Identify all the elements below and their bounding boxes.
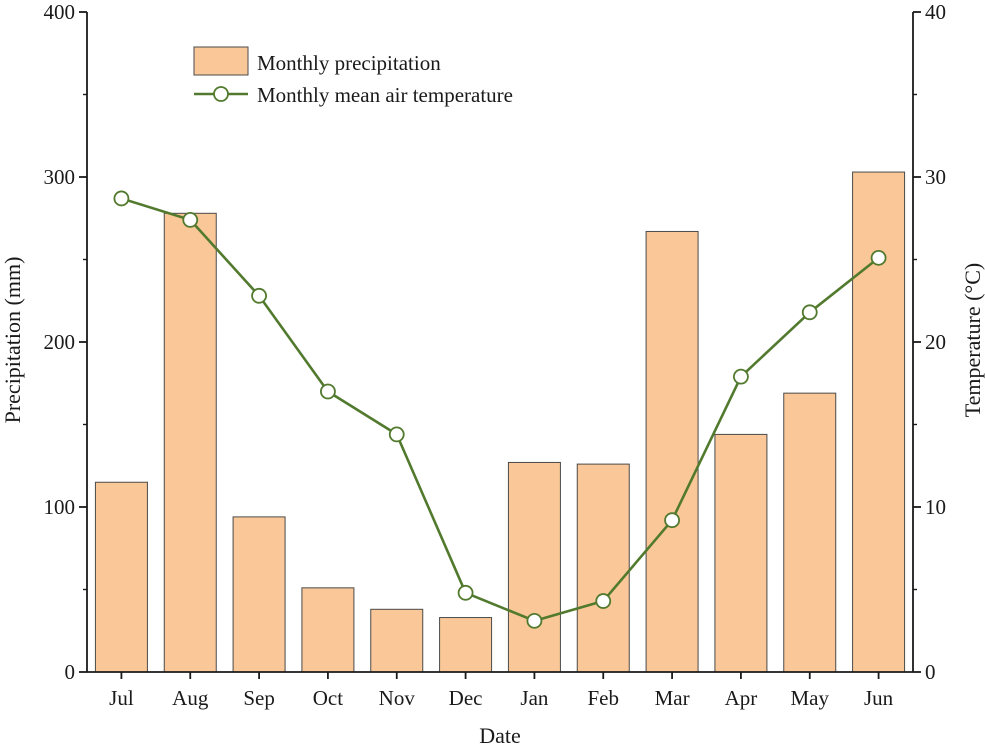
precipitation-bar-dec — [439, 617, 493, 673]
temperature-point-apr — [733, 368, 749, 385]
right-tick-label: 20 — [925, 330, 946, 354]
precipitation-bar-mar — [645, 230, 699, 673]
x-tick-label-nov: Nov — [379, 686, 416, 710]
right-axis-title: Temperature (°C) — [960, 263, 985, 417]
x-tick-label-sep: Sep — [243, 686, 275, 710]
temperature-point-dec — [457, 584, 474, 601]
x-tick-label-mar: Mar — [655, 686, 690, 710]
left-tick-label: 200 — [44, 330, 76, 354]
left-tick-label: 400 — [44, 0, 76, 24]
x-axis-title: Date — [479, 723, 521, 748]
x-axis-ticks: Jul Aug Sep Oct Nov Dec Jan Feb Mar Apr May Jun — [109, 672, 894, 710]
x-tick-label-feb: Feb — [588, 686, 620, 710]
temperature-point-aug — [182, 211, 199, 228]
precipitation-bar-may — [783, 392, 837, 673]
precipitation-bar-apr — [714, 433, 768, 673]
left-axis-ticks: 0 100 200 300 400 — [44, 0, 87, 684]
precipitation-bar-aug — [163, 212, 217, 673]
x-tick-label-jul: Jul — [109, 686, 134, 710]
left-axis-title: Precipitation (mm) — [0, 257, 25, 424]
temperature-point-may — [801, 304, 818, 321]
precipitation-bar-jul — [94, 481, 148, 673]
precipitation-bar-feb — [576, 463, 630, 673]
left-tick-label: 0 — [65, 660, 76, 684]
temperature-point-mar — [664, 512, 680, 529]
x-tick-label-jun: Jun — [864, 686, 894, 710]
precipitation-bars — [94, 171, 906, 673]
temperature-point-nov — [388, 426, 405, 443]
legend: Monthly precipitation Monthly mean air t… — [193, 46, 513, 107]
temperature-point-feb — [595, 593, 612, 609]
right-tick-label: 40 — [925, 0, 946, 24]
right-tick-label: 30 — [925, 165, 946, 189]
legend-temperature-label: Monthly mean air temperature — [257, 83, 513, 107]
temperature-point-jun — [870, 249, 887, 266]
right-tick-label: 10 — [925, 495, 946, 519]
legend-precipitation-swatch — [193, 46, 249, 76]
legend-precipitation-label: Monthly precipitation — [257, 51, 441, 75]
left-tick-label: 300 — [44, 165, 76, 189]
x-tick-label-aug: Aug — [172, 686, 209, 710]
x-tick-label-may: May — [791, 686, 830, 710]
right-axis-ticks: 0 10 20 30 40 — [913, 0, 946, 684]
x-tick-label-dec: Dec — [449, 686, 483, 710]
precipitation-bar-sep — [232, 516, 286, 673]
temperature-point-sep — [251, 287, 267, 304]
precipitation-bar-jan — [507, 461, 561, 673]
left-tick-label: 100 — [44, 495, 76, 519]
temperature-point-jan — [526, 612, 543, 629]
precipitation-bar-jun — [852, 171, 906, 673]
x-tick-label-oct: Oct — [313, 686, 343, 710]
x-tick-label-apr: Apr — [725, 686, 758, 710]
x-tick-label-jan: Jan — [520, 686, 548, 710]
right-tick-label: 0 — [925, 660, 936, 684]
temperature-series — [113, 190, 887, 629]
precipitation-bar-nov — [370, 608, 424, 673]
temperature-point-jul — [113, 190, 130, 207]
temperature-line — [121, 197, 880, 623]
temperature-point-oct — [320, 383, 336, 400]
precipitation-bar-oct — [301, 587, 355, 673]
legend-temperature-marker — [213, 86, 229, 102]
